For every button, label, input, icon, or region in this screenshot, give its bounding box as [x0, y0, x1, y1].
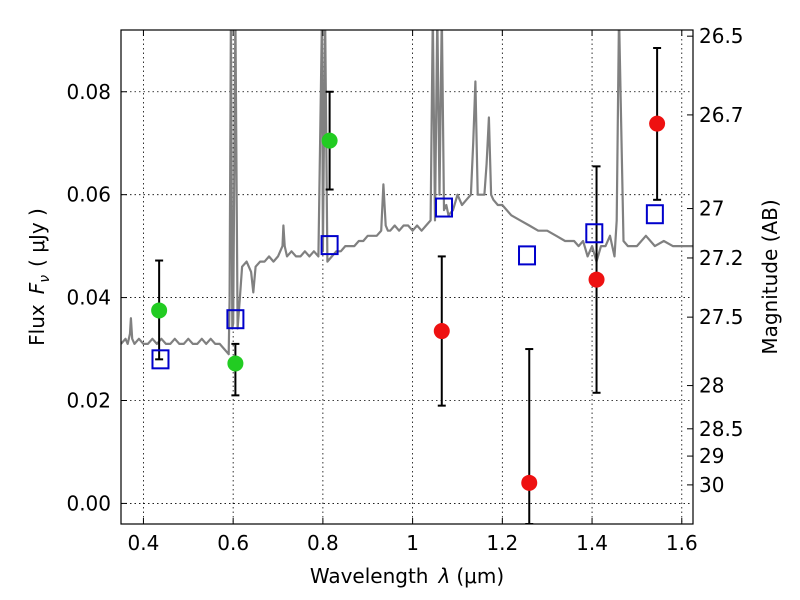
- y-tick-label: 0.02: [66, 389, 111, 413]
- y-tick-label: 0.08: [66, 80, 111, 104]
- x-tick-label: 1.4: [576, 531, 608, 555]
- grid-lines: [121, 30, 693, 524]
- x-tick-label: 0.8: [307, 531, 339, 555]
- y2-tick-label: 27.5: [699, 305, 744, 329]
- model-squares: [151, 197, 664, 370]
- model-square: [645, 204, 664, 225]
- model-square: [435, 197, 454, 218]
- y2-tick-label: 27.2: [699, 246, 744, 270]
- model-square: [151, 349, 170, 370]
- y-axis-label: FluxFν( μJy ): [25, 208, 53, 346]
- x-tick-label: 1.2: [486, 531, 518, 555]
- x-tick-label: 0.4: [128, 531, 160, 555]
- y2-tick-label: 26.5: [699, 24, 744, 48]
- model-square: [585, 223, 604, 244]
- plot-frame: [120, 29, 694, 525]
- y2-tick-label: 28.5: [699, 417, 744, 441]
- axis-ticks: 0.4 0.6 0.8 1 1.2 1.4 1.6 0.00 0.02 0.04 0.06 0.08 2…: [66, 24, 743, 555]
- y2-tick-label: 28: [699, 374, 724, 398]
- red-data-point: [521, 474, 538, 491]
- model-square: [320, 235, 339, 256]
- x-tick-label: 1.6: [666, 531, 698, 555]
- y2-tick-label: 30: [699, 473, 724, 497]
- y-tick-label: 0.00: [66, 491, 111, 515]
- x-tick-label: 0.6: [217, 531, 249, 555]
- y2-tick-label: 29: [699, 444, 724, 468]
- y2-tick-label: 27: [699, 197, 724, 221]
- model-square: [226, 309, 245, 330]
- x-axis-label: Wavelength λ (μm): [310, 564, 504, 588]
- x-tick-label: 1: [406, 531, 419, 555]
- red-points: [433, 115, 666, 491]
- spectrum-line: [121, 30, 693, 356]
- green-data-point: [151, 302, 168, 319]
- y-tick-label: 0.06: [66, 183, 111, 207]
- y2-axis-label: Magnitude (AB): [758, 199, 782, 354]
- red-data-point: [588, 271, 605, 288]
- model-square: [518, 245, 537, 266]
- y2-tick-label: 26.7: [699, 103, 744, 127]
- red-data-point: [433, 323, 450, 340]
- plot-area: [121, 30, 693, 524]
- y-tick-label: 0.04: [66, 286, 111, 310]
- green-points: [151, 132, 338, 372]
- green-data-point: [321, 132, 338, 149]
- red-data-point: [649, 115, 666, 132]
- green-data-point: [227, 355, 244, 372]
